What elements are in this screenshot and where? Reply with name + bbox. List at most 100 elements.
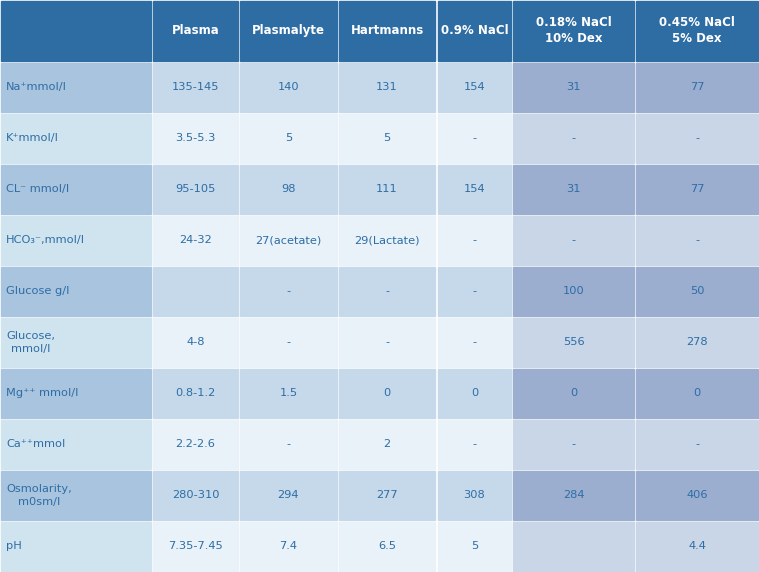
Bar: [2, 369, 150, 418]
Text: 154: 154: [464, 82, 485, 92]
Text: 0.8-1.2: 0.8-1.2: [175, 388, 216, 399]
Bar: [153, 267, 238, 316]
Text: 111: 111: [376, 184, 398, 194]
Bar: [153, 165, 238, 214]
Text: -: -: [472, 337, 477, 347]
Text: -: -: [695, 133, 699, 144]
Bar: [636, 216, 757, 265]
Text: 2.2-2.6: 2.2-2.6: [175, 439, 216, 450]
Bar: [240, 114, 337, 163]
Text: 0: 0: [471, 388, 478, 399]
Text: 406: 406: [686, 490, 708, 500]
Bar: [513, 522, 635, 571]
Bar: [437, 318, 511, 367]
Bar: [2, 522, 150, 571]
Bar: [437, 165, 511, 214]
Text: -: -: [472, 235, 477, 245]
Text: -: -: [472, 133, 477, 144]
Bar: [153, 216, 238, 265]
Bar: [513, 114, 635, 163]
Text: 27(acetate): 27(acetate): [255, 235, 322, 245]
Text: 280-310: 280-310: [172, 490, 219, 500]
Bar: [513, 369, 635, 418]
Bar: [437, 420, 511, 469]
Text: 284: 284: [563, 490, 584, 500]
Text: 0: 0: [570, 388, 578, 399]
Text: -: -: [385, 287, 389, 296]
Text: 556: 556: [563, 337, 584, 347]
Bar: [2, 471, 150, 520]
Text: 77: 77: [690, 184, 704, 194]
Text: -: -: [385, 337, 389, 347]
Text: 0: 0: [694, 388, 701, 399]
Text: 100: 100: [563, 287, 584, 296]
Bar: [636, 165, 757, 214]
Text: -: -: [286, 287, 291, 296]
Bar: [339, 318, 436, 367]
Text: 98: 98: [281, 184, 296, 194]
Bar: [339, 114, 436, 163]
Text: -: -: [572, 133, 576, 144]
Bar: [636, 1, 757, 61]
Text: HCO₃⁻,mmol/l: HCO₃⁻,mmol/l: [6, 235, 85, 245]
Text: -: -: [472, 287, 477, 296]
Text: 29(Lactate): 29(Lactate): [354, 235, 420, 245]
Bar: [153, 318, 238, 367]
Text: 4.4: 4.4: [688, 542, 706, 551]
Text: 31: 31: [566, 184, 581, 194]
Bar: [153, 471, 238, 520]
Text: K⁺mmol/l: K⁺mmol/l: [6, 133, 59, 144]
Bar: [339, 471, 436, 520]
Text: 50: 50: [690, 287, 704, 296]
Text: 7.4: 7.4: [279, 542, 298, 551]
Bar: [240, 420, 337, 469]
Bar: [339, 216, 436, 265]
Text: Osmolarity,
m0sm/l: Osmolarity, m0sm/l: [6, 484, 72, 507]
Text: 5: 5: [285, 133, 292, 144]
Text: 135-145: 135-145: [172, 82, 219, 92]
Bar: [153, 63, 238, 112]
Bar: [513, 1, 635, 61]
Text: 4-8: 4-8: [186, 337, 205, 347]
Bar: [339, 63, 436, 112]
Text: Na⁺mmol/l: Na⁺mmol/l: [6, 82, 67, 92]
Bar: [437, 114, 511, 163]
Text: -: -: [572, 235, 576, 245]
Bar: [2, 420, 150, 469]
Text: 24-32: 24-32: [179, 235, 212, 245]
Bar: [240, 165, 337, 214]
Text: -: -: [286, 439, 291, 450]
Bar: [240, 267, 337, 316]
Text: Glucose,
mmol/l: Glucose, mmol/l: [6, 331, 55, 353]
Bar: [240, 216, 337, 265]
Bar: [240, 471, 337, 520]
Text: 277: 277: [376, 490, 398, 500]
Text: 3.5-5.3: 3.5-5.3: [175, 133, 216, 144]
Bar: [240, 369, 337, 418]
Bar: [2, 63, 150, 112]
Bar: [153, 522, 238, 571]
Bar: [513, 216, 635, 265]
Text: -: -: [695, 439, 699, 450]
Bar: [339, 165, 436, 214]
Bar: [153, 1, 238, 61]
Text: 2: 2: [383, 439, 391, 450]
Bar: [153, 369, 238, 418]
Bar: [2, 267, 150, 316]
Text: Hartmanns: Hartmanns: [351, 25, 424, 37]
Bar: [2, 165, 150, 214]
Bar: [339, 267, 436, 316]
Text: 31: 31: [566, 82, 581, 92]
Bar: [636, 369, 757, 418]
Bar: [437, 1, 511, 61]
Bar: [2, 216, 150, 265]
Bar: [339, 420, 436, 469]
Bar: [513, 165, 635, 214]
Text: 0.45% NaCl
5% Dex: 0.45% NaCl 5% Dex: [660, 17, 735, 45]
Text: 131: 131: [376, 82, 398, 92]
Text: -: -: [695, 235, 699, 245]
Text: -: -: [472, 439, 477, 450]
Text: Ca⁺⁺mmol: Ca⁺⁺mmol: [6, 439, 65, 450]
Text: 0: 0: [383, 388, 391, 399]
Bar: [437, 471, 511, 520]
